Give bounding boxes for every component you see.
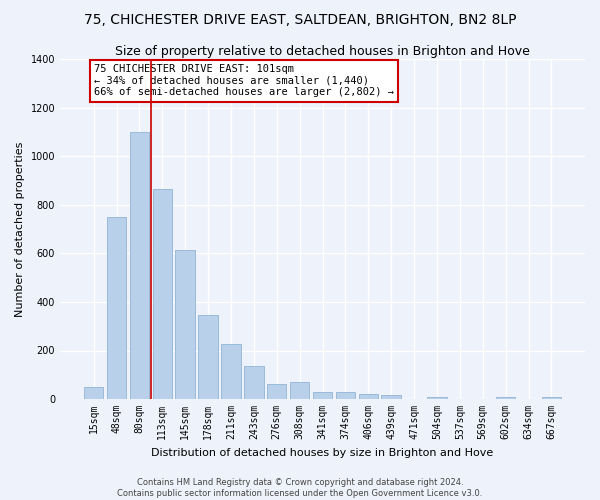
- Text: Contains HM Land Registry data © Crown copyright and database right 2024.
Contai: Contains HM Land Registry data © Crown c…: [118, 478, 482, 498]
- Bar: [427, 396, 446, 399]
- Bar: [244, 366, 263, 399]
- Bar: [290, 382, 310, 399]
- Bar: [542, 396, 561, 399]
- Bar: [84, 387, 103, 399]
- Bar: [221, 344, 241, 399]
- Text: 75 CHICHESTER DRIVE EAST: 101sqm
← 34% of detached houses are smaller (1,440)
66: 75 CHICHESTER DRIVE EAST: 101sqm ← 34% o…: [94, 64, 394, 98]
- Bar: [496, 396, 515, 399]
- Bar: [382, 396, 401, 399]
- Bar: [313, 392, 332, 399]
- Bar: [152, 189, 172, 399]
- Bar: [107, 217, 126, 399]
- Text: 75, CHICHESTER DRIVE EAST, SALTDEAN, BRIGHTON, BN2 8LP: 75, CHICHESTER DRIVE EAST, SALTDEAN, BRI…: [84, 12, 516, 26]
- Bar: [130, 132, 149, 399]
- Title: Size of property relative to detached houses in Brighton and Hove: Size of property relative to detached ho…: [115, 45, 530, 58]
- Bar: [267, 384, 286, 399]
- Y-axis label: Number of detached properties: Number of detached properties: [15, 142, 25, 317]
- Bar: [335, 392, 355, 399]
- Bar: [359, 394, 378, 399]
- Bar: [199, 316, 218, 399]
- X-axis label: Distribution of detached houses by size in Brighton and Hove: Distribution of detached houses by size …: [151, 448, 494, 458]
- Bar: [175, 250, 195, 399]
